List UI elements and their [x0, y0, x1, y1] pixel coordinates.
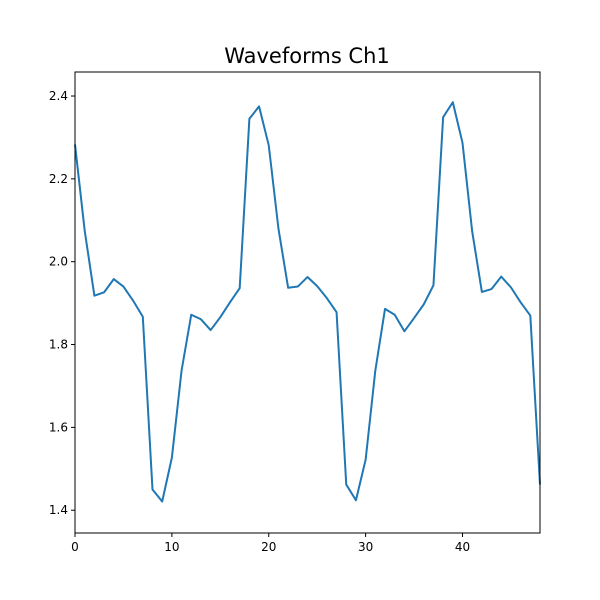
x-tick-label: 20: [261, 540, 276, 554]
series-layer: [74, 101, 541, 503]
x-tick-label: 0: [71, 540, 79, 554]
y-tick-label: 2.2: [49, 172, 68, 186]
y-tick-label: 2.4: [49, 89, 68, 103]
y-tick-label: 1.6: [49, 420, 68, 434]
y-tick-label: 1.8: [49, 338, 68, 352]
y-tick-label: 1.4: [49, 503, 68, 517]
x-tick-label: 30: [358, 540, 373, 554]
chart-title: Waveforms Ch1: [224, 44, 390, 68]
y-axis: 1.4 1.6 1.8 2.0 2.2 2.4: [49, 89, 75, 517]
x-tick-label: 10: [164, 540, 179, 554]
x-tick-label: 40: [455, 540, 470, 554]
series-line-0: [74, 101, 541, 503]
y-tick-label: 2.0: [49, 255, 68, 269]
plot-frame: [74, 71, 541, 534]
x-axis: 0 10 20 30 40: [71, 533, 470, 554]
